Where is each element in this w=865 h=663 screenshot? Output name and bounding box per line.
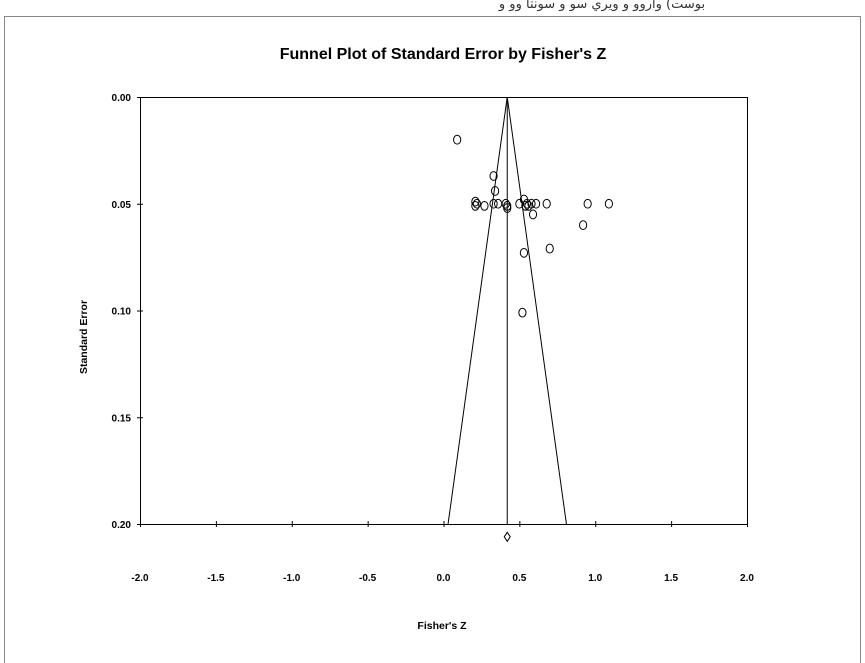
x-tick-label: 2.0 (740, 573, 754, 584)
chart-title: Funnel Plot of Standard Error by Fisher'… (280, 46, 607, 63)
figure-border (4, 16, 861, 663)
x-tick-label: -2.0 (131, 573, 149, 584)
funnel (447, 96, 567, 525)
study-point (522, 198, 532, 209)
x-tick-label: 0.5 (512, 573, 526, 584)
study-point (527, 198, 536, 209)
x-tick-label: -1.0 (283, 573, 301, 584)
study-point (453, 134, 462, 145)
y-tick-label: 0.00 (112, 93, 132, 104)
y-axis-label: Standard Error (78, 300, 90, 374)
study-point (471, 196, 480, 207)
study-point (501, 198, 510, 209)
study-point (542, 198, 551, 209)
study-point (518, 307, 527, 318)
study-point (531, 198, 541, 209)
x-tick-label: -0.5 (359, 573, 377, 584)
funnel-left-line (447, 96, 508, 525)
x-tick-label: 1.0 (588, 573, 602, 584)
data-points (453, 134, 614, 543)
study-point (521, 200, 530, 211)
study-point (583, 198, 592, 209)
x-axis-label: Fisher's Z (417, 620, 467, 632)
combined-estimate-diamond (503, 531, 511, 543)
study-point (545, 243, 554, 254)
y-tick-label: 0.05 (112, 200, 132, 211)
funnel-right-line (506, 96, 567, 525)
study-point (472, 198, 481, 209)
study-point (490, 186, 500, 196)
y-tick-label: 0.10 (112, 307, 132, 318)
axes: -2.0 -1.5 -1.0 -0.5 0.0 0.5 1.0 1.5 2.0 0.00 0.05 0… (112, 93, 755, 584)
study-point (579, 220, 588, 231)
y-tick-label: 0.20 (112, 520, 132, 531)
study-point (519, 247, 529, 258)
study-point (480, 200, 489, 211)
x-tick-label: 1.5 (664, 573, 678, 584)
plot-area (140, 97, 748, 525)
study-point (604, 198, 614, 209)
header-fragment: ﺑﻮﺳﺖ) ﻭﺍﺭﻭﻭ ﻭ ﻭﻳﺮﻱ ﺳﻮ ﻭ ﺳﻮﻧﺘﺎ ﻭﻭ ﻭ (498, 0, 705, 12)
x-tick-label: -1.5 (207, 573, 225, 584)
study-point (489, 171, 498, 181)
study-point (528, 209, 538, 220)
y-tick-label: 0.15 (112, 413, 132, 424)
study-point (503, 203, 512, 213)
study-point (471, 200, 480, 211)
study-point (494, 198, 503, 209)
study-point (489, 198, 498, 209)
x-tick-label: 0.0 (437, 573, 451, 584)
